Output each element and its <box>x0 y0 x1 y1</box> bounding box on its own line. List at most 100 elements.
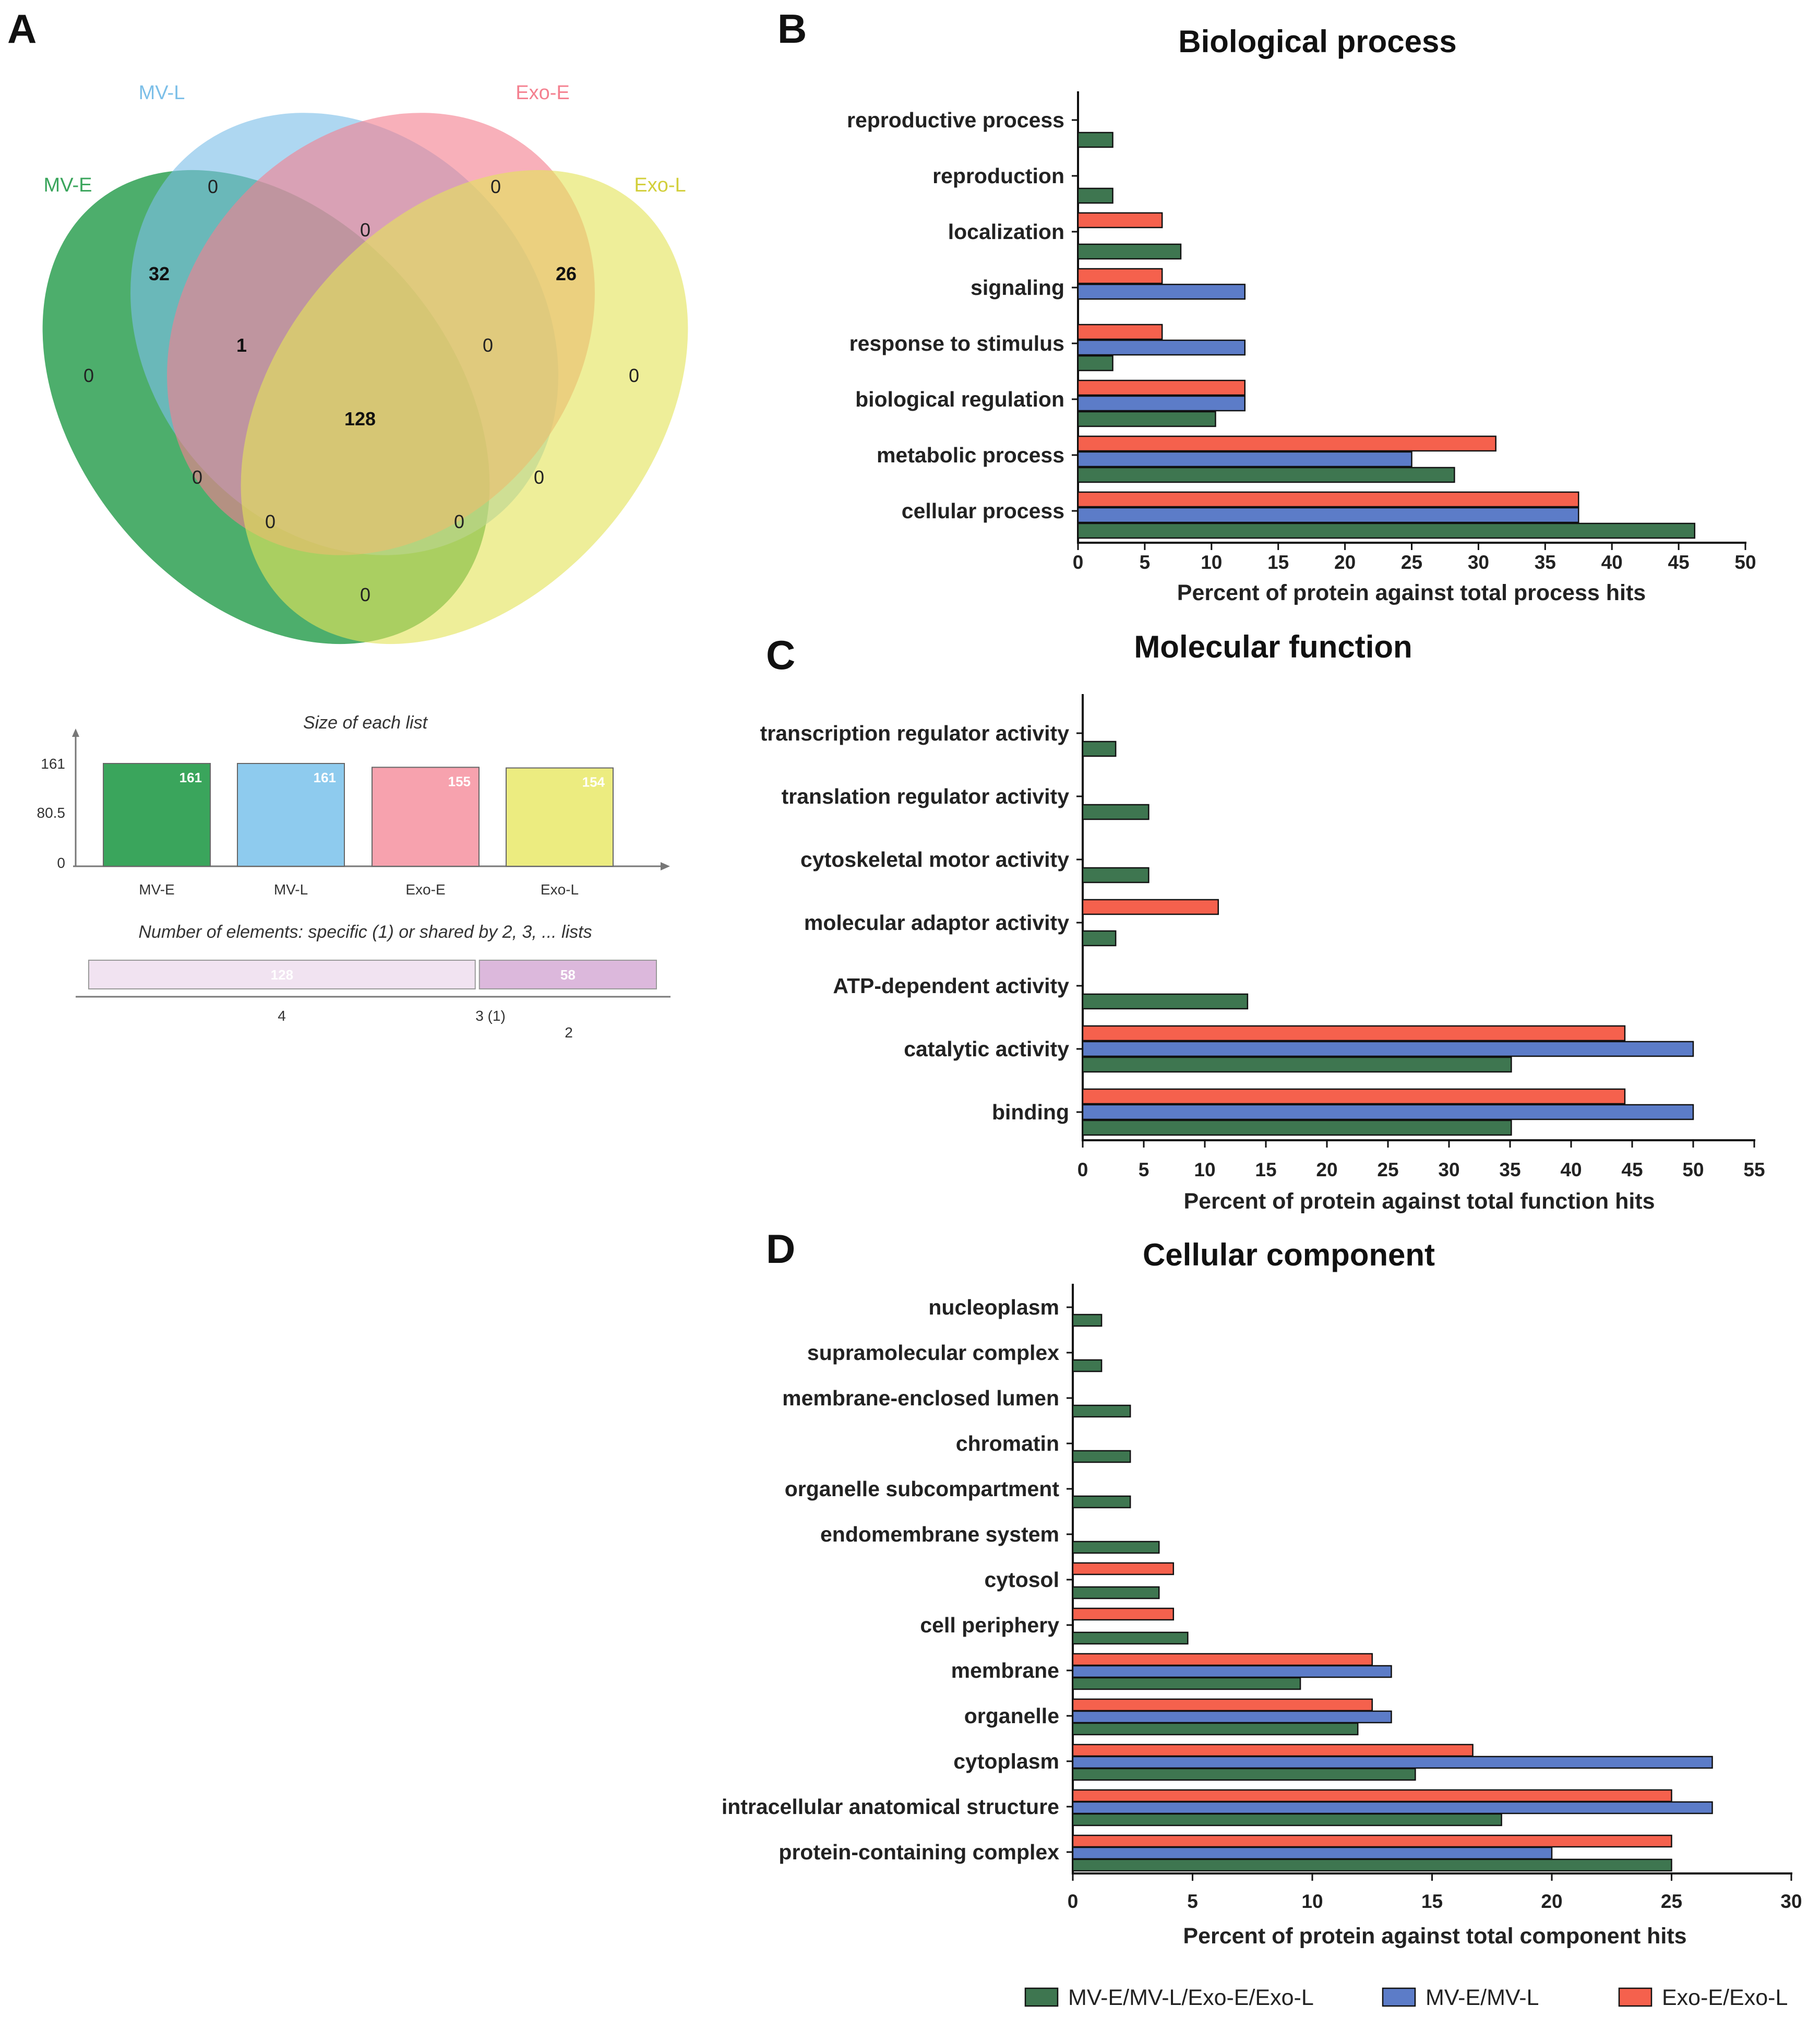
category-label: ATP-dependent activity <box>833 974 1069 998</box>
bar <box>1082 867 1150 883</box>
list-size-chart: Size of each list 161 80.5 0 161 MV-E 161 M… <box>37 713 670 898</box>
category-label: binding <box>992 1100 1069 1124</box>
legend-label: MV-E/MV-L/Exo-E/Exo-L <box>1068 1985 1314 2010</box>
bar <box>1077 379 1246 396</box>
category-label: reproduction <box>932 164 1064 188</box>
x-tick-label: 35 <box>1499 1159 1520 1180</box>
category-label: molecular adaptor activity <box>804 911 1069 935</box>
x-tick-label: 10 <box>1301 1891 1323 1912</box>
bar <box>1077 243 1182 260</box>
list-size-bar-value: 155 <box>448 773 471 789</box>
cellular-component-chart: Cellular component 0 5 10 15 20 25 30 Percent of… <box>722 1237 1802 1949</box>
legend-swatch <box>1024 1987 1059 2007</box>
list-size-bar <box>506 767 614 867</box>
x-tick-label: 55 <box>1743 1159 1765 1180</box>
x-tick-label: 10 <box>1194 1159 1215 1180</box>
biological-process-chart: Biological process 0 5 10 15 20 25 30 35 40 45 50 Pe… <box>847 24 1756 605</box>
x-tick-label: 25 <box>1377 1159 1398 1180</box>
x-tick-label: 25 <box>1401 552 1422 573</box>
x-tick-label: 40 <box>1560 1159 1582 1180</box>
bar <box>1077 491 1579 508</box>
x-tick-label: 50 <box>1682 1159 1704 1180</box>
category-label: reproductive process <box>847 108 1064 132</box>
panel-label-a: A <box>7 6 37 52</box>
category-label: cytoskeletal motor activity <box>800 847 1069 871</box>
shared-axis-label: 2 <box>565 1024 573 1041</box>
venn-count-mvl-exoe: 0 <box>360 219 370 241</box>
bar <box>1072 1813 1502 1826</box>
molecular-function-chart: Molecular function 0 5 10 15 20 25 30 35 40 45 50 55… <box>760 629 1765 1214</box>
x-tick-label: 25 <box>1661 1891 1682 1912</box>
shared-elements-title: Number of elements: specific (1) or shar… <box>138 922 592 942</box>
venn-count-mve-mvl-exoe: 1 <box>236 335 247 356</box>
chart-title: Biological process <box>1178 24 1457 59</box>
list-size-bar-value: 154 <box>582 774 605 790</box>
list-size-bar-name: Exo-E <box>405 881 445 898</box>
venn-count-exoe-only: 0 <box>490 176 501 197</box>
bar <box>1077 467 1455 483</box>
list-size-title: Size of each list <box>303 713 428 733</box>
legend-swatch <box>1618 1987 1653 2007</box>
category-label: organelle <box>964 1704 1059 1728</box>
shared-segment <box>88 960 476 989</box>
legend-label: MV-E/MV-L <box>1426 1985 1539 2010</box>
x-tick-label: 15 <box>1255 1159 1276 1180</box>
category-label: endomembrane system <box>820 1522 1059 1546</box>
x-tick-label: 0 <box>1077 1159 1088 1180</box>
shared-axis-label: 3 (1) <box>475 1008 506 1024</box>
venn-count-mve-exoe: 0 <box>192 467 202 488</box>
category-label: chromatin <box>956 1431 1059 1455</box>
venn-count-mvl-exol: 0 <box>534 467 544 488</box>
bar <box>1077 355 1113 372</box>
legend: MV-E/MV-L/Exo-E/Exo-L MV-E/MV-L Exo-E/Exo-… <box>1024 1985 1788 2010</box>
category-label: metabolic process <box>877 443 1064 467</box>
bar <box>1072 1834 1672 1848</box>
venn-label-mv-e: MV-E <box>44 174 92 196</box>
x-tick-label: 30 <box>1438 1159 1459 1180</box>
category-label: intracellular anatomical structure <box>722 1795 1059 1819</box>
bar <box>1082 741 1117 757</box>
venn-diagram: MV-L MV-E Exo-E Exo-L 0 0 0 32 26 1 0 0 … <box>42 82 688 644</box>
x-tick-label: 0 <box>1073 552 1084 573</box>
x-tick-label: 20 <box>1334 552 1356 573</box>
shared-axis-label: 4 <box>278 1008 286 1024</box>
shared-elements-chart: Number of elements: specific (1) or shar… <box>76 922 670 1041</box>
x-tick-label: 45 <box>1668 552 1690 573</box>
bar <box>1072 1846 1553 1860</box>
venn-ellipse-exo-l <box>241 170 688 644</box>
bar <box>1077 339 1246 356</box>
category-label: protein-containing complex <box>779 1840 1059 1864</box>
bar <box>1072 1607 1175 1621</box>
x-tick-label: 0 <box>1068 1891 1079 1912</box>
bar <box>1082 804 1150 820</box>
shared-segments: 128 58 <box>88 960 657 989</box>
shared-segment-value: 128 <box>271 967 293 983</box>
bar <box>1082 1104 1694 1120</box>
chart-title: Cellular component <box>1143 1237 1435 1272</box>
category-label: cytosol <box>984 1568 1059 1592</box>
bar <box>1077 395 1246 412</box>
bar <box>1072 1744 1474 1757</box>
list-size-y-tick: 0 <box>57 855 65 871</box>
category-label: membrane-enclosed lumen <box>782 1386 1059 1410</box>
venn-label-exo-l: Exo-L <box>634 174 686 196</box>
x-tick-label: 50 <box>1734 552 1756 573</box>
x-tick-label: 15 <box>1421 1891 1443 1912</box>
venn-count-mve-exoe-exol: 0 <box>454 511 464 532</box>
x-tick-label: 5 <box>1139 1159 1150 1180</box>
category-label: cytoplasm <box>953 1749 1059 1773</box>
x-tick-label: 5 <box>1140 552 1151 573</box>
shared-segment <box>478 960 657 989</box>
bar <box>1082 1119 1512 1136</box>
bar <box>1077 324 1163 340</box>
category-label: signaling <box>971 276 1064 300</box>
legend-swatch <box>1382 1987 1416 2007</box>
list-size-bar-name: MV-L <box>274 881 308 898</box>
venn-count-mve-exol: 0 <box>360 584 370 605</box>
list-size-y-tick: 80.5 <box>37 805 66 821</box>
x-axis-title: Percent of protein against total compone… <box>1183 1924 1686 1949</box>
bar <box>1072 1359 1103 1372</box>
list-size-bar <box>372 767 480 867</box>
venn-count-exol-only: 0 <box>629 365 639 386</box>
